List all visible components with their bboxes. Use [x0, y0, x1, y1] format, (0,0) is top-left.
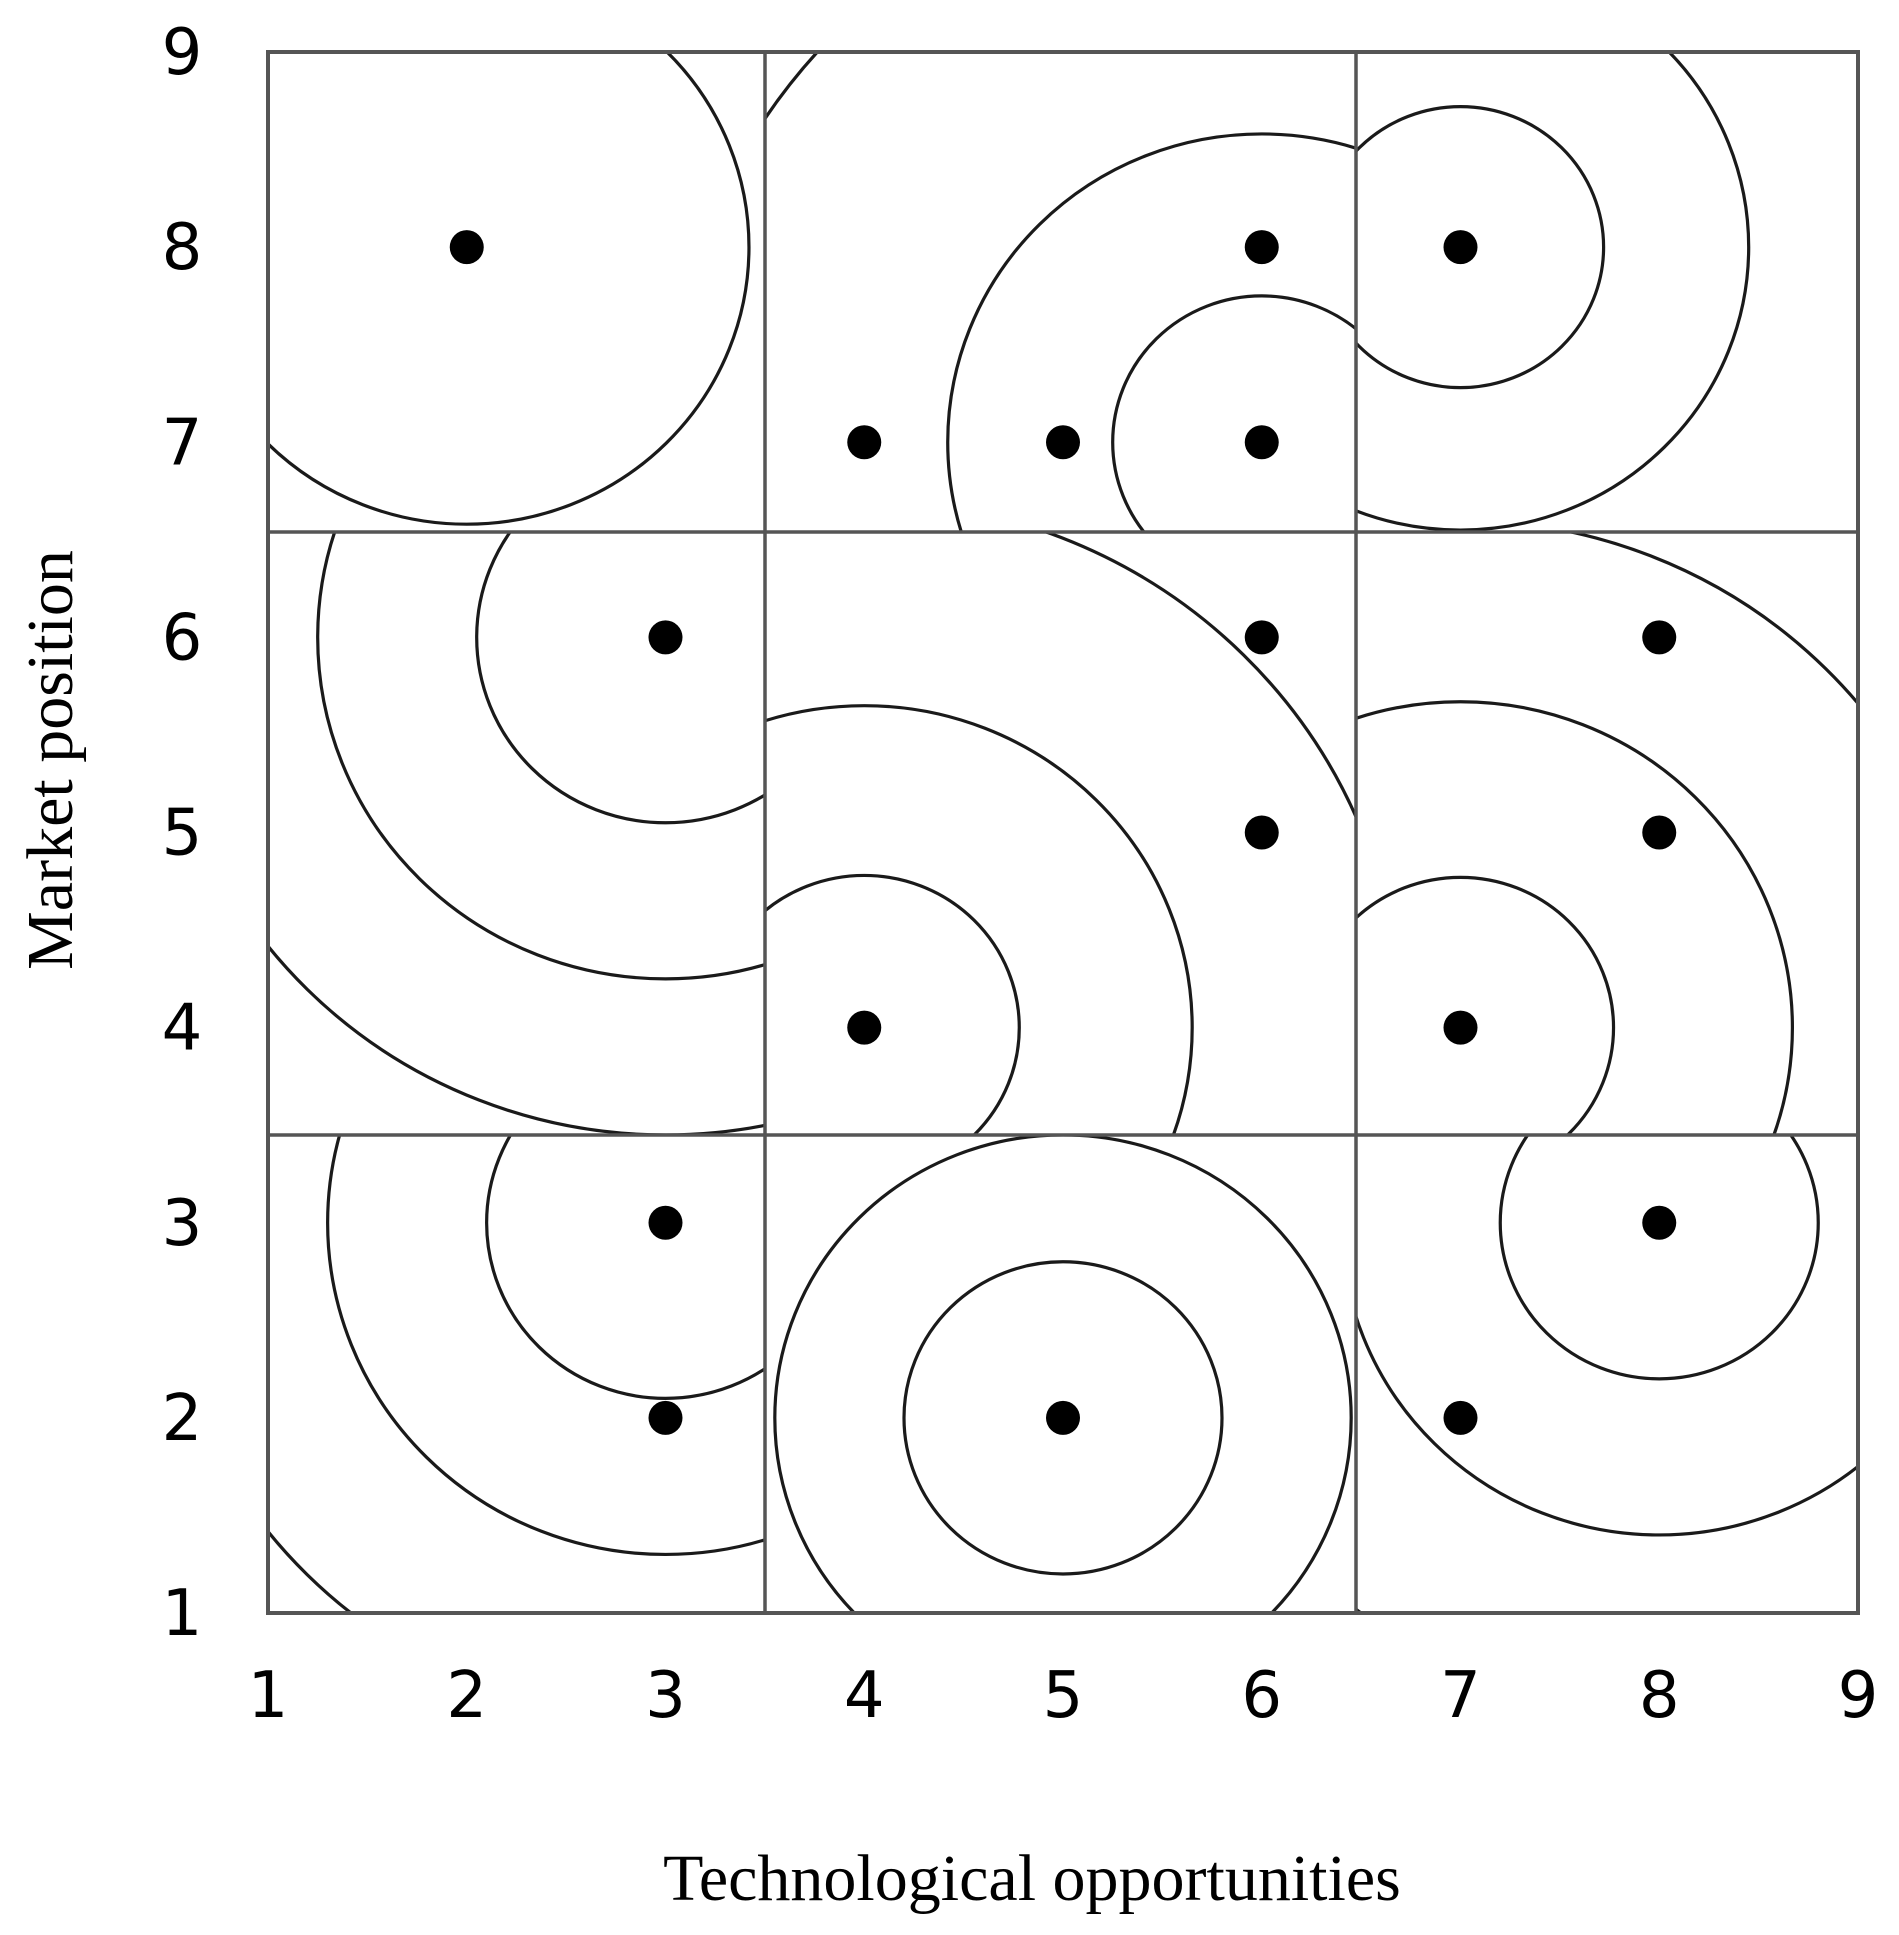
data-point — [449, 230, 484, 265]
y-tick-label: 8 — [162, 211, 203, 285]
contour-ring — [1111, 294, 1356, 532]
data-point — [1046, 425, 1080, 460]
contour-group — [765, 52, 1356, 532]
data-point — [1642, 815, 1677, 850]
contour-ring — [1356, 875, 1616, 1135]
data-point — [847, 425, 882, 460]
x-tick-label: 2 — [446, 1659, 487, 1733]
data-point — [1046, 1400, 1080, 1435]
contour-ring — [765, 873, 1021, 1135]
contour-ring — [946, 132, 1356, 532]
data-point — [1642, 620, 1677, 655]
contour-ring — [1356, 105, 1606, 390]
contour-ring — [485, 1135, 765, 1400]
x-axis-title: Technological opportunities — [663, 1842, 1401, 1915]
data-point — [648, 620, 683, 655]
contour-ring — [1356, 700, 1794, 1135]
data-point — [1642, 1205, 1677, 1240]
data-point — [648, 1205, 683, 1240]
data-point — [648, 1400, 683, 1435]
x-tick-label: 9 — [1838, 1659, 1879, 1733]
data-point — [1443, 230, 1478, 265]
contour-group — [874, 0, 1899, 823]
data-point — [1443, 1010, 1478, 1045]
contour-ring — [326, 1135, 765, 1556]
x-tick-label: 6 — [1241, 1659, 1282, 1733]
contour-ring — [1356, 1311, 1858, 1537]
contour-ring — [765, 704, 1194, 1135]
contour-ring — [0, 0, 984, 754]
y-tick-label: 2 — [162, 1382, 203, 1456]
contour-group — [765, 532, 1356, 1135]
contour-ring — [268, 52, 751, 526]
contour-ring — [316, 532, 765, 981]
x-tick-label: 8 — [1639, 1659, 1680, 1733]
x-tick-label: 4 — [844, 1659, 885, 1733]
contour-ring — [475, 532, 765, 825]
contour-ring — [1498, 1135, 1820, 1381]
contour-group — [1356, 532, 1858, 1135]
data-point — [1244, 815, 1279, 850]
contour-ring — [1356, 532, 1858, 707]
y-tick-label: 3 — [162, 1187, 203, 1261]
contour-group — [268, 1135, 765, 1613]
contour-ring — [874, 0, 1899, 823]
contour-ring — [1356, 52, 1751, 532]
data-point — [847, 1010, 882, 1045]
cell-grid — [266, 50, 1860, 1615]
y-tick-label: 1 — [162, 1577, 203, 1651]
point-layer — [449, 230, 1677, 1435]
contour-ring — [902, 1260, 1224, 1576]
contour-group — [773, 1135, 1353, 1613]
contour-ring — [773, 1135, 1353, 1613]
x-tick-label: 3 — [645, 1659, 686, 1733]
data-point — [1443, 1400, 1478, 1435]
plot-frame — [266, 50, 1860, 1615]
y-tick-label: 9 — [162, 16, 203, 90]
contour-group — [0, 0, 984, 754]
contour-layer — [0, 0, 1899, 1613]
y-tick-label: 4 — [162, 992, 203, 1066]
y-axis-title: Market position — [14, 550, 87, 970]
x-tick-label: 1 — [248, 1659, 289, 1733]
data-point — [1244, 620, 1279, 655]
y-tick-label: 6 — [162, 601, 203, 675]
x-axis-ticks: 1 2 3 4 5 6 7 8 9 — [248, 1659, 1879, 1733]
x-tick-label: 7 — [1440, 1659, 1481, 1733]
data-point — [1244, 230, 1279, 265]
y-tick-label: 7 — [162, 406, 203, 480]
y-tick-label: 5 — [162, 797, 203, 871]
contour-group — [1356, 1135, 1858, 1613]
x-tick-label: 5 — [1043, 1659, 1084, 1733]
y-axis-ticks: 1 2 3 4 5 6 7 8 9 — [162, 16, 203, 1651]
data-point — [1244, 425, 1279, 460]
contour-ring — [765, 52, 820, 122]
